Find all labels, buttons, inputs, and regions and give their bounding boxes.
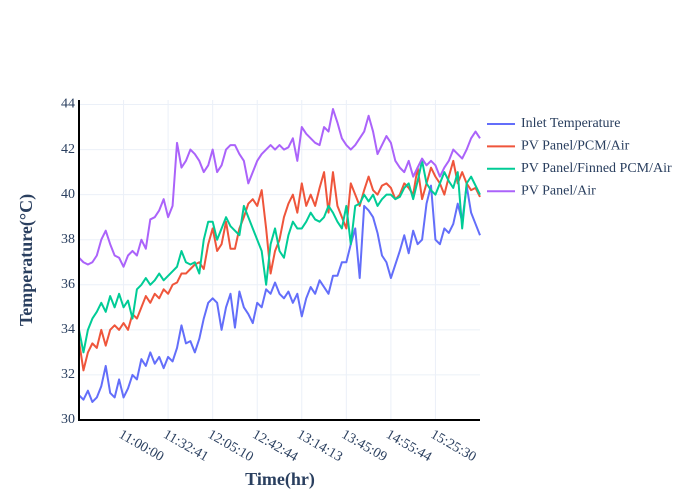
legend-label: PV Panel/Finned PCM/Air bbox=[521, 161, 672, 176]
series-line bbox=[78, 159, 481, 354]
y-tick-label: 44 bbox=[61, 97, 75, 112]
y-tick-label: 30 bbox=[61, 412, 75, 427]
legend-label: Inlet Temperature bbox=[521, 116, 620, 131]
legend-label: PV Panel/PCM/Air bbox=[521, 139, 630, 154]
y-tick-label: 38 bbox=[61, 232, 75, 247]
series-line bbox=[78, 184, 481, 403]
x-tick-label: 13:45:09 bbox=[339, 427, 390, 465]
y-axis-title: Temperature(°C) bbox=[16, 194, 37, 326]
x-tick-label: 12:42:44 bbox=[250, 427, 301, 465]
x-tick-label: 14:55:44 bbox=[383, 427, 434, 465]
legend-label: PV Panel/Air bbox=[521, 183, 596, 198]
series-line bbox=[78, 159, 481, 372]
y-tick-label: 42 bbox=[61, 142, 75, 157]
y-tick-label: 36 bbox=[61, 277, 75, 292]
y-tick-label: 32 bbox=[61, 367, 75, 382]
x-tick-label: 15:25:30 bbox=[428, 427, 479, 465]
x-tick-label: 12:05:10 bbox=[205, 427, 256, 465]
y-tick-label: 34 bbox=[61, 322, 75, 337]
x-axis-title: Time(hr) bbox=[245, 469, 315, 490]
x-tick-label: 13:14:13 bbox=[294, 427, 345, 465]
y-tick-label: 40 bbox=[61, 187, 75, 202]
x-tick-label: 11:32:41 bbox=[161, 427, 211, 465]
x-tick-label: 11:00:00 bbox=[116, 427, 166, 465]
series-line bbox=[78, 108, 481, 268]
